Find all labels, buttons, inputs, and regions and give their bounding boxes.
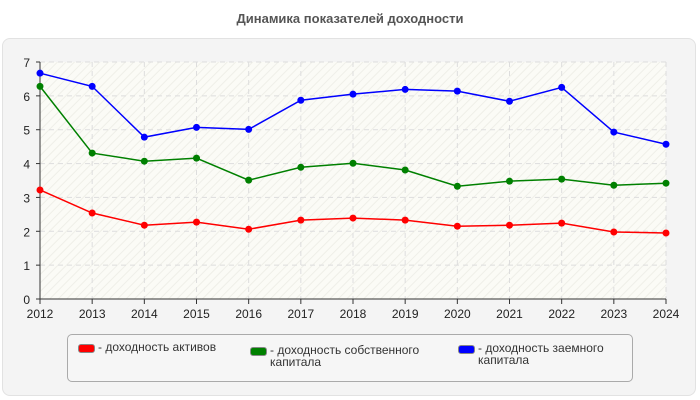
- x-tick-label: 2016: [235, 307, 262, 321]
- data-point: [506, 177, 513, 185]
- data-point: [558, 83, 566, 91]
- data-point: [349, 214, 357, 222]
- data-point: [36, 69, 44, 77]
- y-tick-label: 5: [23, 124, 30, 138]
- data-point: [88, 209, 96, 217]
- data-point: [297, 96, 305, 104]
- y-tick-label: 0: [23, 293, 30, 307]
- x-tick-label: 2022: [548, 307, 575, 321]
- data-point: [506, 97, 513, 105]
- y-tick-label: 7: [23, 56, 30, 70]
- x-tick-label: 2014: [131, 307, 158, 321]
- data-point: [245, 225, 253, 233]
- data-point: [453, 222, 461, 230]
- data-point: [401, 166, 409, 174]
- data-point: [610, 181, 618, 189]
- legend-item-debt: - доходность заемного капитала: [458, 342, 632, 366]
- legend-swatch: [458, 345, 475, 354]
- legend-swatch: [250, 347, 267, 356]
- data-point: [610, 128, 618, 136]
- legend-item-equity: - доходность собственного капитала: [250, 344, 430, 368]
- data-point: [140, 133, 148, 141]
- data-point: [662, 179, 670, 187]
- data-point: [610, 228, 618, 236]
- data-point: [349, 90, 357, 98]
- data-point: [349, 159, 357, 167]
- data-point: [558, 219, 566, 227]
- x-tick-label: 2015: [183, 307, 210, 321]
- data-point: [401, 85, 409, 93]
- x-tick-label: 2021: [496, 307, 523, 321]
- data-point: [558, 175, 566, 183]
- data-point: [140, 221, 148, 229]
- y-tick-label: 4: [23, 158, 30, 172]
- x-tick-label: 2023: [600, 307, 627, 321]
- data-point: [193, 218, 200, 226]
- x-tick-label: 2013: [79, 307, 106, 321]
- y-tick-label: 2: [23, 225, 30, 239]
- data-point: [453, 182, 461, 190]
- chart-title: Динамика показателей доходности: [236, 11, 464, 26]
- data-point: [36, 186, 44, 194]
- data-point: [662, 140, 670, 148]
- y-tick-label: 3: [23, 191, 30, 205]
- legend: - доходность активов - доходность собств…: [67, 334, 633, 382]
- data-point: [140, 157, 148, 165]
- data-point: [193, 154, 200, 162]
- x-tick-label: 2018: [340, 307, 367, 321]
- data-point: [401, 216, 409, 224]
- legend-item-assets: - доходность активов: [78, 341, 216, 353]
- legend-swatch: [78, 344, 95, 353]
- x-tick-label: 2024: [653, 307, 680, 321]
- data-point: [506, 221, 513, 229]
- data-point: [88, 149, 96, 157]
- x-tick-label: 2012: [27, 307, 54, 321]
- data-point: [297, 163, 305, 171]
- x-tick-label: 2017: [287, 307, 314, 321]
- y-tick-label: 6: [23, 90, 30, 104]
- y-tick-label: 1: [23, 259, 30, 273]
- x-tick-label: 2019: [392, 307, 419, 321]
- data-point: [36, 82, 44, 90]
- data-point: [245, 176, 253, 184]
- data-point: [88, 82, 96, 90]
- data-point: [453, 87, 461, 95]
- data-point: [297, 216, 305, 224]
- data-point: [662, 229, 670, 237]
- data-point: [193, 123, 200, 131]
- x-tick-label: 2020: [444, 307, 471, 321]
- data-point: [245, 125, 253, 133]
